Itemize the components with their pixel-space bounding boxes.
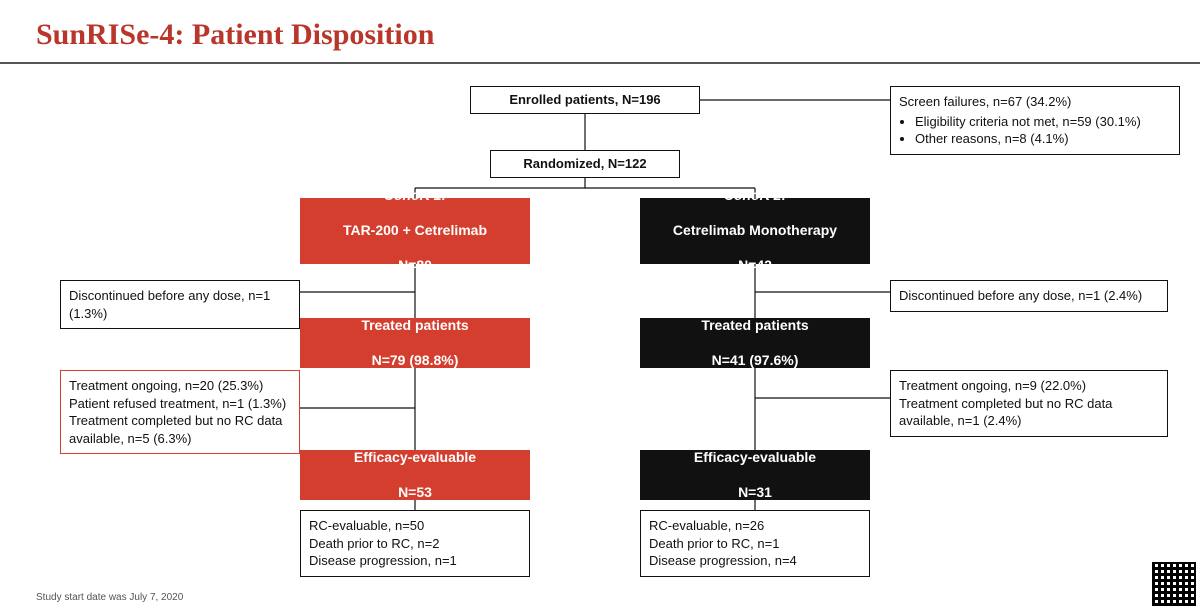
treated-label: Treated patients: [361, 317, 468, 335]
side-line: Treatment ongoing, n=9 (22.0%): [899, 377, 1159, 395]
side-line: Disease progression, n=4: [649, 552, 861, 570]
eff-label: Efficacy-evaluable: [694, 449, 816, 467]
cohort1-arm: TAR-200 + Cetrelimab: [343, 222, 487, 240]
side-line: Screen failures, n=67 (34.2%): [899, 93, 1171, 111]
qr-code: [1148, 558, 1200, 608]
side-line: Discontinued before any dose, n=1 (1.3%): [69, 287, 291, 322]
slide-canvas: SunRISe-4: Patient Disposition Enrolled …: [0, 0, 1200, 608]
c1-eff-n: N=53: [398, 484, 432, 502]
box-enrolled: Enrolled patients, N=196: [470, 86, 700, 114]
box-cohort2-treated: Treated patients N=41 (97.6%): [640, 318, 870, 368]
side-line: Treatment completed but no RC data avail…: [899, 395, 1159, 430]
cohort2-n: N=42: [738, 257, 772, 275]
side-line: Death prior to RC, n=1: [649, 535, 861, 553]
side-c1-treatment-notes: Treatment ongoing, n=20 (25.3%)Patient r…: [60, 370, 300, 454]
side-line: Discontinued before any dose, n=1 (2.4%): [899, 287, 1159, 305]
box-cohort2-efficacy: Efficacy-evaluable N=31: [640, 450, 870, 500]
side-line: Patient refused treatment, n=1 (1.3%): [69, 395, 291, 413]
side-line: Treatment ongoing, n=20 (25.3%): [69, 377, 291, 395]
footnote: Study start date was July 7, 2020: [36, 592, 183, 603]
side-c2-discontinued: Discontinued before any dose, n=1 (2.4%): [890, 280, 1168, 312]
eff-label: Efficacy-evaluable: [354, 449, 476, 467]
box-randomized: Randomized, N=122: [490, 150, 680, 178]
cohort1-n: N=80: [398, 257, 432, 275]
side-line: Treatment completed but no RC data avail…: [69, 412, 291, 447]
box-cohort2-header: Cohort 2:Cetrelimab MonotherapyN=42: [640, 198, 870, 264]
cohort-label: Cohort 1:: [384, 187, 446, 205]
c2-treated-n: N=41 (97.6%): [712, 352, 799, 370]
side-bullet: Other reasons, n=8 (4.1%): [915, 130, 1171, 148]
side-line: Disease progression, n=1: [309, 552, 521, 570]
box-cohort1-efficacy: Efficacy-evaluable N=53: [300, 450, 530, 500]
side-c2-efficacy-notes: RC-evaluable, n=26Death prior to RC, n=1…: [640, 510, 870, 577]
treated-label: Treated patients: [701, 317, 808, 335]
side-bullet: Eligibility criteria not met, n=59 (30.1…: [915, 113, 1171, 131]
cohort2-arm: Cetrelimab Monotherapy: [673, 222, 837, 240]
side-screen-failures: Screen failures, n=67 (34.2%) Eligibility…: [890, 86, 1180, 155]
side-line: Death prior to RC, n=2: [309, 535, 521, 553]
box-cohort1-header: Cohort 1:TAR-200 + CetrelimabN=80: [300, 198, 530, 264]
c2-eff-n: N=31: [738, 484, 772, 502]
side-line: RC-evaluable, n=50: [309, 517, 521, 535]
side-c1-discontinued: Discontinued before any dose, n=1 (1.3%): [60, 280, 300, 329]
cohort-label: Cohort 2:: [724, 187, 786, 205]
title-rule: [0, 62, 1200, 64]
side-line: RC-evaluable, n=26: [649, 517, 861, 535]
c1-treated-n: N=79 (98.8%): [372, 352, 459, 370]
side-c1-efficacy-notes: RC-evaluable, n=50Death prior to RC, n=2…: [300, 510, 530, 577]
box-cohort1-treated: Treated patients N=79 (98.8%): [300, 318, 530, 368]
slide-title: SunRISe-4: Patient Disposition: [36, 18, 434, 52]
side-c2-treatment-notes: Treatment ongoing, n=9 (22.0%)Treatment …: [890, 370, 1168, 437]
